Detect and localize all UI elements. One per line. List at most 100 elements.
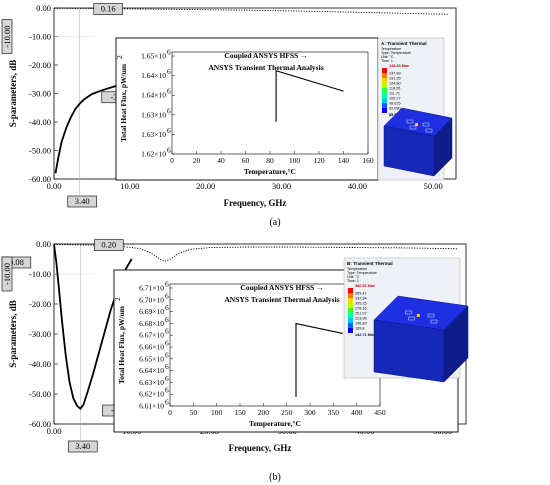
sim-legend-swatch <box>348 323 353 328</box>
inset-x-tick-label: 200 <box>258 408 270 417</box>
inset-x-tick-label: 100 <box>211 408 223 417</box>
sim-legend-value: 169.8 <box>355 327 365 331</box>
y-tick-label: -50.00 <box>29 146 51 156</box>
sim-legend-max: 380.52 Max <box>355 284 376 288</box>
inset-x-tick-label: 40 <box>217 156 225 165</box>
marker-left-label: 0.08 <box>9 257 24 267</box>
inset-x-tick-label: 20 <box>193 156 201 165</box>
x-tick-label: 20.00 <box>196 181 215 191</box>
inset-y-tick-exp: 6 <box>167 146 171 155</box>
sim-legend-swatch <box>382 103 387 108</box>
marker-top-label: 0.20 <box>101 240 116 250</box>
inset-y-tick-exp: 6 <box>167 67 171 76</box>
marker-ypos-box <box>1 256 13 292</box>
sim-legend-value: 105.17 <box>389 97 401 101</box>
sim-subtitle: Unit: °C <box>347 275 360 279</box>
inset-y-tick-exp: 6 <box>165 280 169 289</box>
y-tick-label: -30.00 <box>29 329 51 339</box>
sim-block-front <box>373 319 445 383</box>
y-tick-label: -30.00 <box>29 89 51 99</box>
sim-antenna-patch <box>405 310 412 315</box>
marker-ypos: -10.00 <box>1 256 13 292</box>
sim-legend-swatch <box>382 73 387 78</box>
sim-legend-swatch <box>382 68 387 73</box>
y-tick-label: -10.00 <box>29 32 51 42</box>
inset-y-tick-label: 6.65×10 <box>139 354 164 363</box>
x-axis-label: Frequency, GHz <box>229 443 292 453</box>
inset-y-tick-exp: 6 <box>165 327 169 336</box>
sim-block-side <box>443 305 469 383</box>
x-axis-label: Frequency, GHz <box>224 198 287 208</box>
y-tick-label: -60.00 <box>29 174 51 184</box>
panel-b: 0.00 -10.00 -20.00 -30.00 -40.00 -50.00 -60.00… <box>1 239 469 483</box>
sim-legend-value: 124.80 <box>389 82 401 86</box>
inset-x-tick-label: 0 <box>170 156 174 165</box>
inset-x-tick-label: 140 <box>338 156 350 165</box>
x-tick-label: 0.00 <box>47 181 62 191</box>
marker-top-label-box <box>93 3 123 15</box>
inset-y-tick-exp: 6 <box>165 339 169 348</box>
panel-a: 0.00 -10.00 -20.00 -30.00 -40.00 -50.00 -60.00… <box>1 3 457 228</box>
inset-y-tick-label: 6.67×10 <box>139 331 164 340</box>
sim-legend-swatch <box>382 83 387 88</box>
inset-y-tick-label: 6.71×10 <box>139 284 164 293</box>
sim-legend-swatch <box>382 93 387 98</box>
marker-ypos-label: -10.00 <box>2 26 12 48</box>
inset-x-tick-label: 120 <box>313 156 325 165</box>
marker-freq-label: 3.40 <box>75 196 90 206</box>
sim-legend-value: 359.41 <box>355 292 367 296</box>
inset-series-line <box>295 322 343 397</box>
sim-legend-value: 137.89 <box>389 72 401 76</box>
inset-title-line1: Coupled ANSYS HFSS → <box>224 51 307 60</box>
sim-subtitle: Type: Temperature <box>381 51 411 55</box>
sim-legend-value: 305.25 <box>355 302 367 306</box>
marker-ypos-label: -10.00 <box>2 263 12 285</box>
inset-y-tick-label: 1.62×10 <box>141 150 166 159</box>
sim-subtitle: Type: Temperature <box>347 271 377 275</box>
sim-legend-swatch <box>348 308 353 313</box>
inset-y-tick-label: 6.70×10 <box>139 295 164 304</box>
marker-top-label-box <box>94 239 124 251</box>
sim-legend-swatch <box>348 313 353 318</box>
inset-y-tick-exp: 6 <box>165 398 169 407</box>
sim-legend-value: 332.34 <box>355 297 367 301</box>
sim-antenna-patch <box>430 319 438 324</box>
inset-y-tick-label: 1.64×10 <box>141 91 166 100</box>
sim-legend-swatch <box>382 98 387 103</box>
sim-legend-value: 131.35 <box>389 77 401 81</box>
sim-antenna-patch <box>425 128 433 133</box>
y-tick-label: -20.00 <box>29 60 51 70</box>
marker-ypos-box <box>1 19 13 54</box>
inset-x-tick-label: 250 <box>281 408 293 417</box>
inset-series-line <box>275 69 344 122</box>
inset-x-axis-label: Temperature,°C <box>249 419 301 428</box>
y-tick-label: 0.00 <box>36 3 51 13</box>
sim-legend-swatch <box>382 88 387 93</box>
sim-hotspot <box>416 314 420 317</box>
sim-legend-value: 278.16 <box>355 307 367 311</box>
sim-legend-swatch <box>348 293 353 298</box>
inset-title-line2: ANSYS Transient Thermal Analysis <box>208 63 323 72</box>
sim-legend-value: 196.89 <box>355 322 367 326</box>
x-tick-label: 50.00 <box>424 181 443 191</box>
sim-antenna-patch <box>406 119 414 124</box>
sim-legend-swatch <box>382 108 387 113</box>
marker-freq-label-box <box>68 440 98 453</box>
sim-title: B: Transient Thermal <box>347 261 393 266</box>
inset-y-tick-exp: 6 <box>165 374 169 383</box>
y-tick-label: -20.00 <box>29 299 51 309</box>
sim-antenna-patch <box>408 316 415 321</box>
sim-legend-swatch <box>382 78 387 83</box>
inset-y-axis-label-group: Total Heat Flux, pW/um 2 <box>113 297 126 384</box>
inset-y-tick-exp: 6 <box>165 386 169 395</box>
sim-antenna-patch <box>422 122 430 127</box>
inset-y-tick-exp: 6 <box>165 315 169 324</box>
y-tick-label: -40.00 <box>29 359 51 369</box>
inset-y-axis-label: Total Heat Flux, pW/um <box>119 63 128 142</box>
sim-legend-value: 251.07 <box>355 312 367 316</box>
sim-legend-swatch <box>348 318 353 323</box>
inset-y-tick-exp: 6 <box>167 126 171 135</box>
inset-title-line1: Coupled ANSYS HFSS → <box>240 283 323 292</box>
